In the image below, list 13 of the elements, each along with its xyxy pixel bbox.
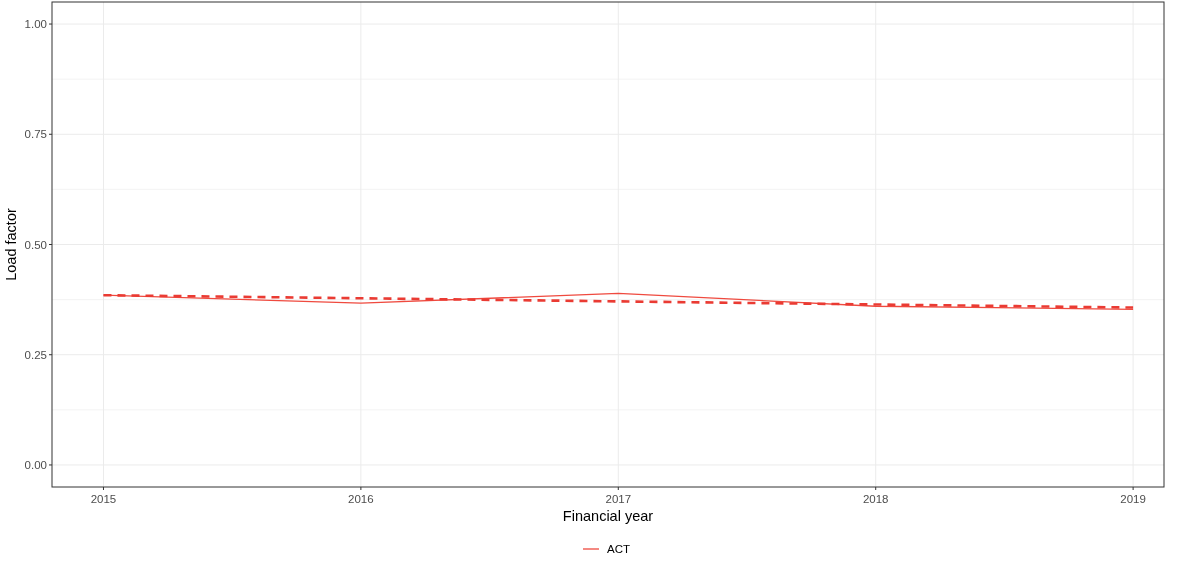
y-tick-label: 0.50 — [24, 238, 47, 251]
legend-label: ACT — [607, 543, 630, 556]
x-tick-label: 2015 — [90, 493, 117, 505]
y-tick-label: 0.25 — [24, 348, 47, 361]
x-tick-label: 2019 — [1120, 493, 1146, 505]
y-tick-label: 1.00 — [24, 18, 47, 31]
x-axis-title: Financial year — [562, 508, 654, 524]
y-tick-label: 0.75 — [24, 128, 47, 141]
y-axis-title: Load factor — [3, 208, 19, 281]
x-tick-label: 2017 — [605, 493, 632, 505]
y-tick-label: 0.00 — [24, 458, 47, 471]
x-tick-label: 2018 — [862, 493, 889, 505]
x-tick-label: 2016 — [348, 493, 374, 505]
